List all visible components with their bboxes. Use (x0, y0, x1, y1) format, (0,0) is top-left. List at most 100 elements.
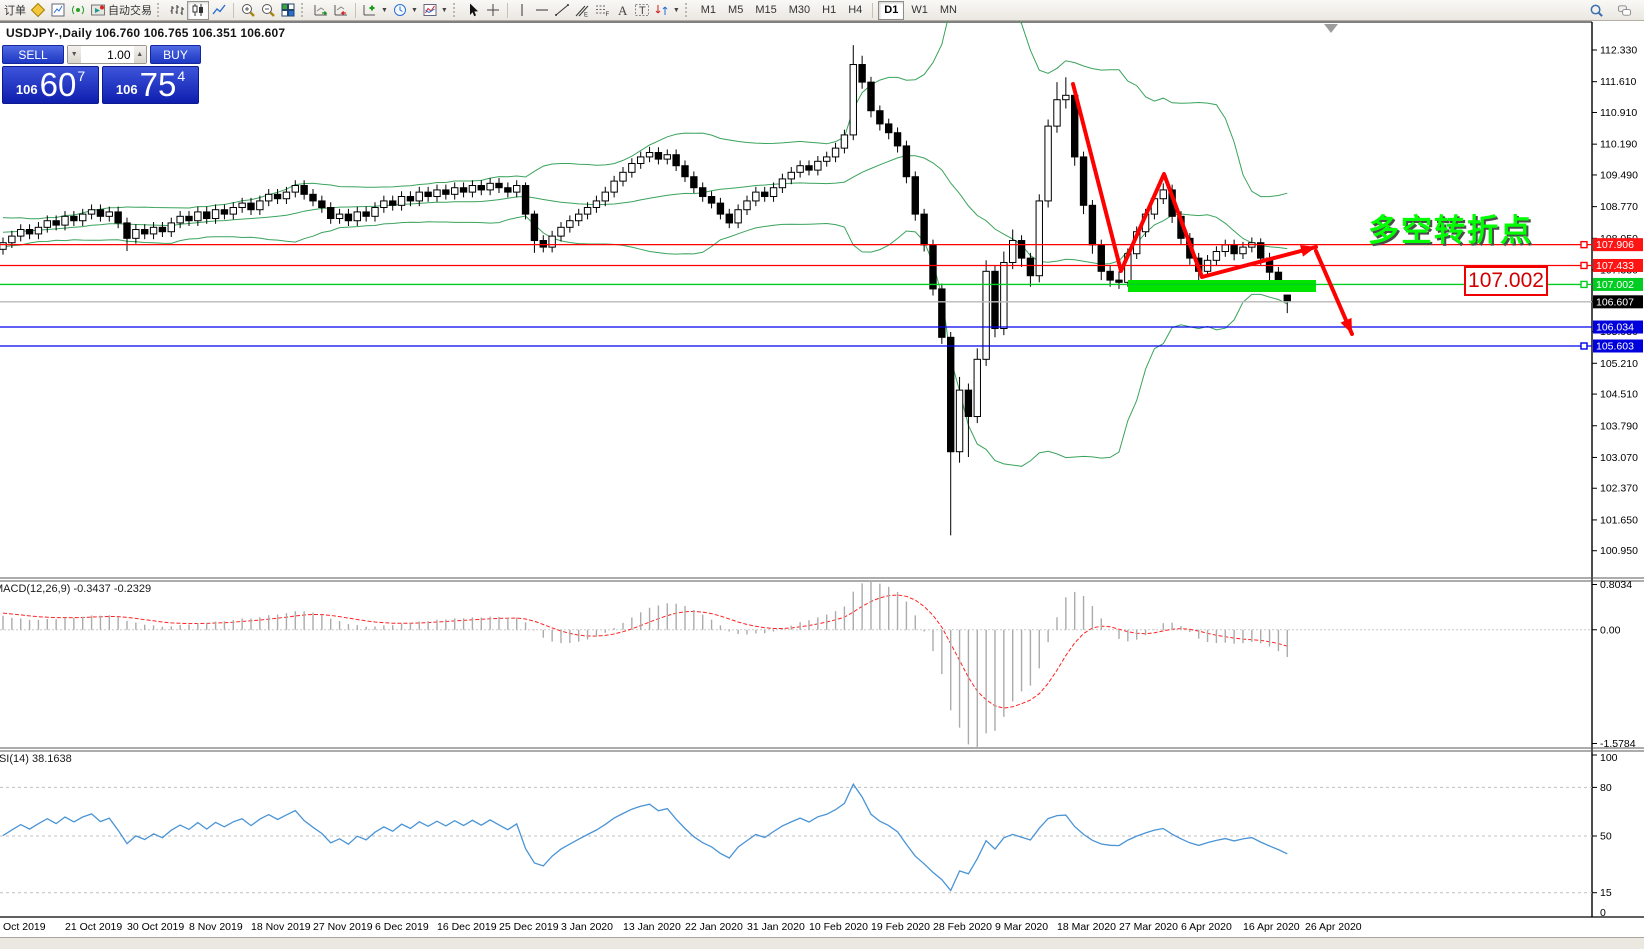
signals-icon (72, 5, 84, 15)
trend-down-arrow[interactable] (1314, 249, 1354, 336)
timeframe-m15-button[interactable]: M15 (755, 3, 777, 16)
price-tick-label: 100.950 (1600, 545, 1638, 557)
text-icon: A (618, 3, 628, 18)
bollinger-lower (2, 215, 1288, 467)
timeframe-m1-button[interactable]: M1 (700, 3, 717, 16)
date-tick-label: 31 Jan 2020 (747, 921, 805, 933)
bollinger-middle (2, 155, 1288, 265)
ask-pips: 75 (139, 66, 177, 103)
toolbar-periods-button[interactable]: ▼ (390, 1, 420, 20)
toolbar-channel-button[interactable]: E (572, 1, 592, 20)
toolbar-vline-button[interactable] (512, 1, 532, 20)
toolbar-market-watch-button[interactable] (48, 1, 68, 20)
toolbar-chat-button[interactable] (1614, 1, 1634, 20)
toolbar-tile-windows-button[interactable] (278, 1, 298, 20)
date-tick-label: 18 Mar 2020 (1057, 921, 1116, 933)
chart-frame (0, 21, 1644, 918)
toolbar-separator (872, 2, 874, 18)
toolbar-separator (506, 2, 508, 18)
toolbar-templates-button[interactable]: ▼ (420, 1, 450, 20)
toolbar-arrows-button[interactable]: ▼ (652, 1, 682, 20)
toolbar-text-button[interactable]: A (612, 1, 632, 20)
toolbar-search-button[interactable] (1586, 1, 1606, 20)
toolbar-bar-chart-button[interactable] (167, 1, 187, 20)
chart-shift-marker[interactable] (1324, 24, 1338, 33)
toolbar-signals-button[interactable] (68, 1, 88, 20)
price-tag-label: 106.607 (1596, 296, 1634, 308)
toolbar-chart-shift-button[interactable] (331, 1, 351, 20)
crosshair-icon (486, 4, 499, 16)
price-axis[interactable]: 112.330 111.610 110.910 110.190 109.490 108.7… (1592, 45, 1638, 558)
arrows-icon (655, 5, 668, 15)
toolbar-crosshair-button[interactable] (483, 1, 503, 20)
toolbar-grip (684, 3, 691, 17)
timeframe-h4-button[interactable]: H4 (848, 3, 863, 16)
indicators-icon (363, 5, 375, 16)
date-tick-label: 9 Mar 2020 (995, 921, 1048, 933)
macd-indicator-label: MACD(12,26,9) -0.3437 -0.2329 (0, 583, 152, 595)
toolbar-cursor-button[interactable] (463, 1, 483, 20)
toolbar-autotrading-button[interactable]: 自动交易 (88, 1, 154, 20)
toolbar-separator (355, 2, 356, 18)
rsi-scale-label: 15 (1600, 887, 1612, 899)
toolbar-trendline-button[interactable] (552, 1, 572, 20)
price-tag-label: 106.034 (1596, 322, 1634, 334)
toolbar-fibonacci-button[interactable]: F (592, 1, 612, 20)
support-highlight-zone[interactable] (1128, 280, 1316, 292)
timeframe-d1-button[interactable]: D1 (878, 0, 905, 20)
bollinger-upper (2, 0, 1288, 220)
date-tick-label: 8 Nov 2019 (189, 921, 243, 933)
chart-shift-icon (334, 5, 347, 16)
toolbar-auto-scroll-button[interactable] (311, 1, 331, 20)
toolbar-line-chart-button[interactable] (209, 1, 229, 20)
trend-zigzag-arrow[interactable] (1071, 82, 1318, 279)
volume-stepper: ▼ ▲ (67, 45, 147, 64)
rsi-scale-label: 80 (1600, 782, 1612, 794)
toolbar-indicators-button[interactable]: ▼ (360, 1, 390, 20)
cursor-icon (469, 3, 478, 17)
toolbar-grip (157, 3, 163, 17)
svg-text:F: F (605, 12, 609, 18)
time-axis[interactable]: Oct 2019 21 Oct 2019 30 Oct 2019 8 Nov 2019… (3, 921, 1362, 933)
candlestick-series (0, 45, 1291, 536)
dropdown-caret-icon: ▼ (410, 6, 418, 14)
toolbar-orders-button[interactable]: 订单 (2, 1, 28, 20)
price-tick-label: 101.650 (1600, 514, 1638, 526)
toolbar-candle-chart-button[interactable] (187, 0, 209, 20)
toolbar-text-label-button[interactable]: T (632, 1, 652, 20)
toolbar-zoom-out-button[interactable] (258, 1, 278, 20)
date-tick-label: 25 Dec 2019 (499, 921, 559, 933)
price-tick-label: 103.070 (1600, 452, 1638, 464)
bid-point: 7 (77, 68, 86, 84)
volume-decrease-button[interactable]: ▼ (68, 46, 81, 63)
timeframe-w1-button[interactable]: W1 (911, 3, 928, 16)
svg-text:T: T (639, 5, 646, 17)
timeframe-h1-button[interactable]: H1 (822, 3, 837, 16)
toolbar-zoom-in-button[interactable] (238, 1, 258, 20)
volume-input[interactable] (80, 46, 134, 63)
timeframe-m5-button[interactable]: M5 (728, 3, 744, 16)
vline-icon (521, 4, 523, 16)
date-tick-label: 30 Oct 2019 (127, 921, 184, 933)
toolbar-new-order-button[interactable] (28, 1, 48, 20)
price-axis-tags: 107.906 107.433 107.002 106.607 106.034 105.6… (1593, 238, 1643, 353)
timeframe-m30-button[interactable]: M30 (788, 3, 811, 16)
price-tag (1593, 295, 1643, 309)
volume-increase-button[interactable]: ▲ (133, 46, 146, 63)
timeframe-mn-button[interactable]: MN (939, 3, 957, 16)
bid-price-button[interactable]: 106 60 7 (2, 66, 99, 104)
ask-price-button[interactable]: 106 75 4 (102, 66, 199, 104)
templates-icon (423, 4, 437, 16)
line-chart-icon (212, 4, 226, 15)
buy-button[interactable]: BUY (150, 45, 201, 64)
price-callout-box[interactable]: 107.002 (1464, 266, 1548, 296)
chart-text-annotation[interactable]: 多空转折点 (1368, 213, 1533, 248)
orders-label: 订单 (4, 5, 26, 17)
price-tag (1593, 339, 1643, 353)
date-tick-label: 19 Feb 2020 (871, 921, 930, 933)
price-tick-label: 110.190 (1600, 139, 1637, 151)
sell-button[interactable]: SELL (2, 45, 64, 64)
toolbar-hline-button[interactable] (532, 1, 552, 20)
date-tick-label: Oct 2019 (3, 921, 46, 933)
